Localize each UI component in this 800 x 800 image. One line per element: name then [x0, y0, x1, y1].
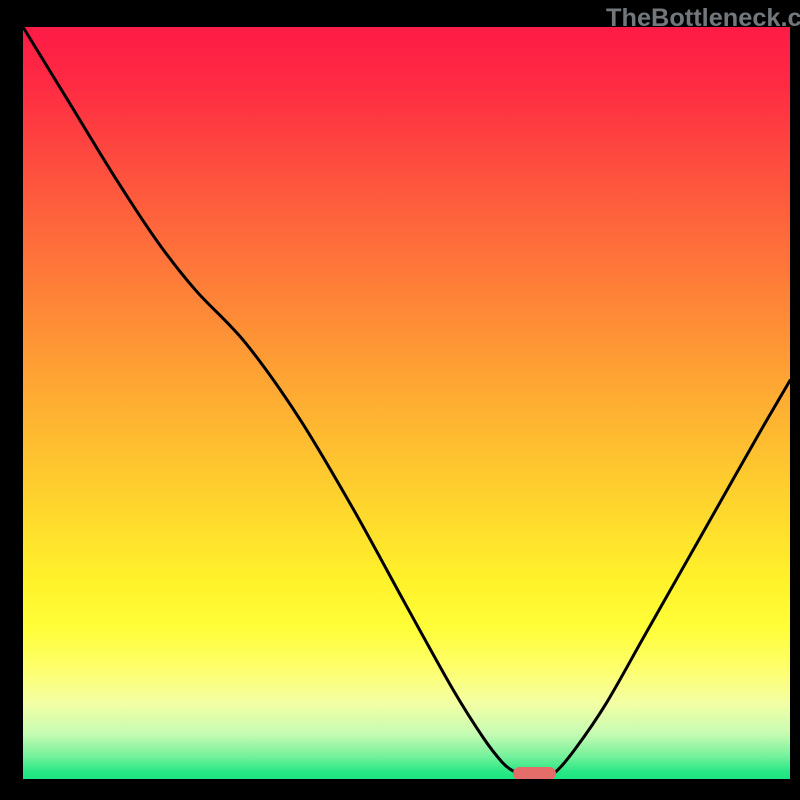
- optimum-marker: [513, 767, 555, 779]
- chart-frame: TheBottleneck.com: [0, 0, 800, 800]
- watermark-text: TheBottleneck.com: [606, 4, 800, 33]
- plot-area: [23, 27, 790, 779]
- bottleneck-curve: [23, 27, 790, 779]
